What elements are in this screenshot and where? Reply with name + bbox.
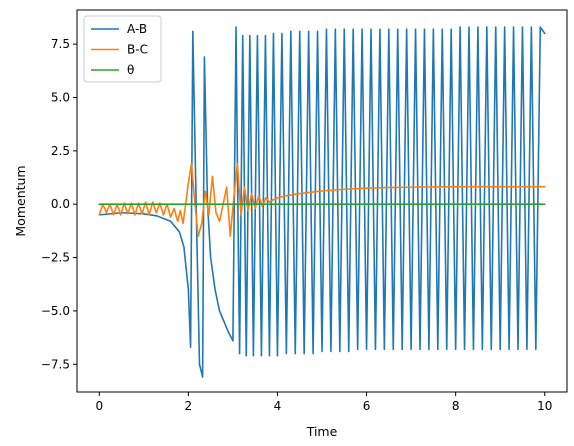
legend-label-2: θ xyxy=(127,63,134,77)
y-tick-label: 0.0 xyxy=(51,197,70,211)
x-tick-label: 8 xyxy=(452,399,460,413)
legend-label-1: B-C xyxy=(127,43,148,57)
y-tick-label: 5.0 xyxy=(51,90,70,104)
series-line-1 xyxy=(98,162,546,238)
x-tick-label: 2 xyxy=(185,399,193,413)
x-axis-ticks: 0 2 4 6 8 10 xyxy=(95,392,552,413)
x-tick-label: 6 xyxy=(363,399,371,413)
x-tick-label: 4 xyxy=(274,399,282,413)
x-tick-label: 10 xyxy=(537,399,552,413)
legend-label-0: A-B xyxy=(127,22,147,36)
y-tick-label: 7.5 xyxy=(51,37,70,51)
y-axis-label: Momentum xyxy=(13,165,28,236)
y-tick-label: −7.5 xyxy=(41,357,70,371)
legend-box xyxy=(83,15,162,83)
y-tick-label: −5.0 xyxy=(41,304,70,318)
x-tick-label: 0 xyxy=(95,399,103,413)
legend: A-B B-C θ xyxy=(83,15,162,83)
y-tick-label: 2.5 xyxy=(51,144,70,158)
series-layer xyxy=(98,26,546,378)
y-tick-label: −2.5 xyxy=(41,251,70,265)
y-axis-ticks: −7.5 −5.0 −2.5 0.0 2.5 5.0 7.5 xyxy=(41,37,77,371)
x-axis-label: Time xyxy=(306,424,338,439)
